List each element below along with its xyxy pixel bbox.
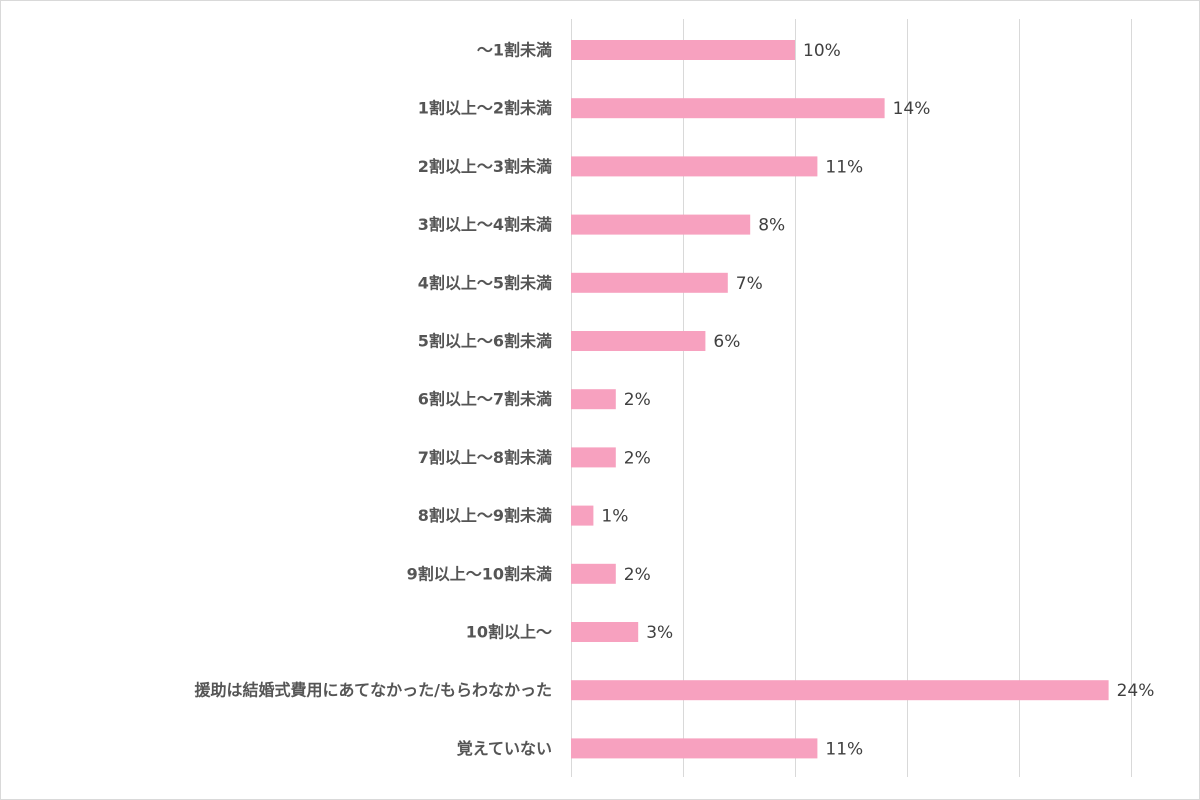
data-label: 10%: [803, 41, 841, 61]
data-label: 1%: [601, 507, 628, 527]
bar: [571, 272, 728, 293]
data-label: 8%: [758, 216, 785, 236]
bar: [571, 98, 885, 119]
bar: [571, 622, 639, 642]
category-label: 1割以上～2割未満: [418, 99, 552, 118]
bar: [571, 738, 818, 759]
category-label: 4割以上～5割未満: [418, 273, 552, 292]
category-label: 覚えていない: [457, 739, 552, 758]
data-label: 7%: [736, 274, 763, 294]
category-label: 5割以上～6割未満: [418, 332, 552, 351]
category-label: 援助は結婚式費用にあてなかった/もらわなかった: [194, 681, 552, 700]
data-label: 2%: [624, 565, 651, 585]
data-label: 2%: [624, 448, 651, 468]
category-label: 8割以上～9割未満: [418, 506, 552, 525]
bar: [571, 563, 616, 584]
category-label: 3割以上～4割未満: [418, 215, 552, 234]
bar: [571, 389, 616, 410]
bar: [571, 447, 616, 468]
category-label: 7割以上～8割未満: [418, 448, 552, 467]
data-label: 11%: [825, 157, 863, 177]
bar: [571, 505, 594, 526]
bar: [571, 331, 706, 351]
category-label: 2割以上～3割未満: [418, 157, 552, 176]
data-label: 2%: [624, 390, 651, 410]
data-label: 11%: [825, 739, 863, 759]
data-label: 3%: [646, 623, 673, 643]
category-label: 9割以上～10割未満: [407, 564, 552, 583]
bar: [571, 214, 751, 235]
bar: [571, 156, 818, 177]
category-label: ～1割未満: [477, 41, 552, 60]
bar: [571, 40, 795, 60]
category-label: 10割以上～: [466, 623, 552, 642]
bar: [571, 680, 1109, 701]
data-label: 6%: [713, 332, 740, 352]
data-label: 24%: [1117, 681, 1155, 701]
data-label: 14%: [893, 99, 931, 119]
category-label: 6割以上～7割未満: [418, 390, 552, 409]
